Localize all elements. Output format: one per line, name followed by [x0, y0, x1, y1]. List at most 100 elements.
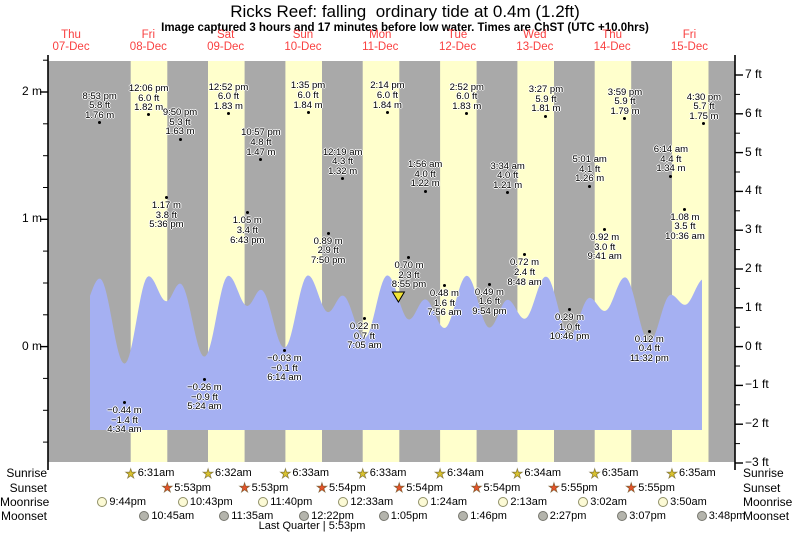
tide-low-annotation: 0.29 m 1.0 ft 10:46 pm — [549, 312, 590, 343]
tide-point — [647, 329, 651, 333]
sunrise-star-icon: ★ — [434, 465, 446, 481]
tide-point — [245, 211, 249, 215]
moonrise-time: 2:13am — [510, 495, 548, 508]
tide-point — [523, 253, 527, 257]
sunset-time: 5:54pm — [483, 481, 521, 494]
tide-high-annotation: 12:06 pm 6.0 ft 1.82 m — [128, 82, 169, 114]
tide-low-annotation: −0.44 m −1.4 ft 4:34 am — [107, 405, 142, 436]
tide-point — [259, 157, 263, 161]
tide-point — [385, 110, 389, 114]
sunrise-star-icon: ★ — [124, 465, 137, 481]
row-label-moonset: Moonset — [0, 508, 47, 523]
page-title: Ricks Reef: falling ordinary tide at 0.4… — [230, 2, 580, 21]
tide-high-annotation: 8:53 pm 5.8 ft 1.76 m — [82, 90, 117, 121]
sunrise-star-icon: ★ — [511, 465, 524, 481]
moonrise-time: 3:02am — [590, 495, 627, 508]
right-axis-label: 6 ft — [745, 105, 762, 120]
tide-point — [326, 231, 330, 235]
moonset-circle-icon — [617, 511, 628, 521]
sunset-time: 5:53pm — [174, 481, 211, 494]
row-label-moonrise: Moonrise — [743, 494, 793, 509]
sunrise-time: 6:31am — [137, 467, 175, 479]
tide-low-annotation: 0.48 m 1.6 ft 7:56 am — [427, 287, 462, 319]
sunset-time: 5:53pm — [251, 481, 289, 494]
moonrise-circle-icon — [578, 497, 589, 507]
tide-point — [306, 110, 310, 114]
tide-high-annotation: 3:27 pm 5.9 ft 1.81 m — [528, 84, 564, 115]
right-axis-label: 7 ft — [745, 67, 762, 81]
row-label-moonrise: Moonrise — [0, 494, 50, 509]
tide-curve — [90, 275, 702, 430]
row-label-sunset: Sunset — [743, 480, 781, 495]
sunset-star-icon: ★ — [238, 480, 251, 495]
tide-point — [487, 282, 491, 286]
day-label: Fri 15-Dec — [670, 29, 708, 53]
moon-phase-label: Last Quarter | 5:53pm — [258, 520, 366, 532]
tide-point — [442, 283, 446, 287]
tide-low-annotation: 0.89 m 2.9 ft 7:50 pm — [310, 235, 346, 266]
sunrise-time: 6:34am — [524, 467, 562, 479]
sunset-time: 5:54pm — [406, 481, 443, 494]
tide-high-annotation: 3:59 pm 5.9 ft 1.79 m — [607, 86, 643, 117]
moonset-time: 1:05pm — [390, 509, 428, 522]
left-axis-label: 0 m — [21, 338, 42, 353]
tide-high-annotation: 12:19 am 4.3 ft 1.32 m — [322, 146, 363, 177]
tide-point — [147, 113, 151, 117]
tide-point — [98, 121, 102, 125]
moonset-time: 2:27pm — [549, 509, 587, 522]
sunrise-star-icon: ★ — [202, 465, 214, 481]
left-axis-label: 2 m — [21, 84, 42, 98]
sunset-star-icon: ★ — [393, 480, 406, 495]
sunrise-star-icon: ★ — [666, 465, 678, 481]
tide-high-annotation: 2:52 pm 6.0 ft 1.83 m — [449, 81, 484, 112]
row-label-sunrise: Sunrise — [6, 466, 47, 480]
tide-high-annotation: 2:14 pm 6.0 ft 1.84 m — [370, 80, 405, 111]
tide-low-annotation: 0.72 m 2.4 ft 8:48 am — [507, 257, 542, 288]
moonrise-time: 9:44pm — [109, 495, 147, 508]
sunrise-star-icon: ★ — [279, 465, 292, 481]
sunset-star-icon: ★ — [470, 480, 483, 495]
moonrise-circle-icon — [177, 497, 188, 507]
day-label: Mon 11-Dec — [362, 29, 399, 53]
moonrise-circle-icon — [498, 497, 509, 507]
tide-point — [465, 112, 469, 116]
right-axis-label: −1 ft — [745, 377, 769, 392]
day-label: Fri 08-Dec — [129, 29, 167, 53]
sunrise-star-icon: ★ — [356, 465, 369, 481]
moonset-time: 3:07pm — [629, 509, 666, 522]
sunset-time: 5:55pm — [560, 481, 598, 494]
moonrise-circle-icon — [338, 497, 349, 507]
day-label: Thu 07-Dec — [52, 29, 90, 53]
moonset-time: 10:45am — [151, 509, 195, 522]
moonrise-circle-icon — [418, 497, 429, 507]
tide-point — [178, 137, 182, 141]
right-axis-label: 4 ft — [745, 183, 762, 198]
sunset-time: 5:54pm — [328, 481, 366, 494]
tide-low-annotation: 0.22 m 0.7 ft 7:05 am — [347, 321, 382, 352]
moonset-time: 11:35am — [231, 509, 274, 522]
tide-low-annotation: 0.92 m 3.0 ft 9:41 am — [587, 231, 622, 263]
tide-high-annotation: 4:30 pm 5.7 ft 1.75 m — [686, 91, 722, 122]
right-axis-label: 2 ft — [745, 261, 762, 275]
sunset-star-icon: ★ — [161, 480, 174, 495]
moonrise-time: 11:40pm — [270, 495, 313, 508]
right-axis-label: 3 ft — [745, 222, 762, 237]
tide-high-annotation: 1:35 pm 6.0 ft 1.84 m — [290, 80, 326, 111]
sunrise-time: 6:34am — [447, 467, 484, 479]
left-axis-label: 1 m — [21, 211, 42, 226]
tide-point — [506, 191, 510, 195]
moonrise-time: 10:43pm — [189, 495, 233, 508]
tide-low-annotation: −0.03 m −0.1 ft 6:14 am — [267, 352, 302, 384]
right-axis-label: −3 ft — [745, 455, 769, 469]
tide-high-annotation: 5:01 am 4.1 ft 1.26 m — [572, 154, 607, 185]
day-label: Tue 12-Dec — [439, 29, 477, 53]
row-label-sunrise: Sunrise — [743, 466, 784, 480]
tide-point — [282, 348, 286, 352]
tide-point — [202, 378, 206, 382]
row-label-sunset: Sunset — [9, 480, 47, 495]
row-label-moonset: Moonset — [743, 508, 790, 523]
tide-point — [568, 308, 572, 312]
moonset-circle-icon — [696, 511, 707, 521]
sunrise-time: 6:35am — [678, 467, 716, 479]
